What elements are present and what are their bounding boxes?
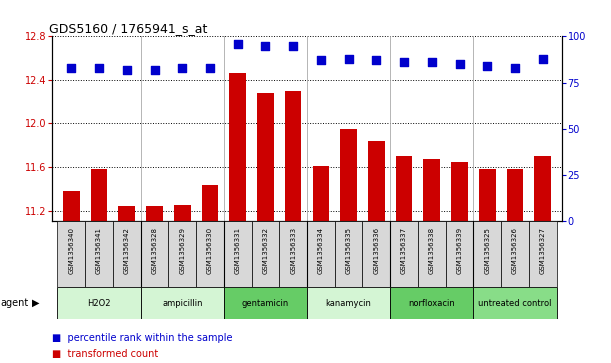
Text: GSM1356326: GSM1356326 <box>512 227 518 274</box>
Text: ampicillin: ampicillin <box>162 299 202 307</box>
Bar <box>307 221 335 287</box>
Point <box>233 41 243 46</box>
Point <box>288 43 298 49</box>
Text: GSM1356341: GSM1356341 <box>96 227 102 274</box>
Bar <box>252 221 279 287</box>
Bar <box>307 287 390 319</box>
Text: GSM1356338: GSM1356338 <box>429 227 435 274</box>
Text: H2O2: H2O2 <box>87 299 111 307</box>
Point <box>399 59 409 65</box>
Bar <box>196 221 224 287</box>
Text: GSM1356330: GSM1356330 <box>207 227 213 274</box>
Bar <box>507 169 523 221</box>
Bar <box>174 205 191 221</box>
Text: GSM1356333: GSM1356333 <box>290 227 296 274</box>
Bar <box>479 169 496 221</box>
Bar <box>57 221 85 287</box>
Bar <box>229 73 246 221</box>
Bar <box>451 162 468 221</box>
Point <box>205 65 215 71</box>
Point <box>538 56 547 61</box>
Bar <box>224 287 307 319</box>
Bar <box>474 221 501 287</box>
Bar <box>335 221 362 287</box>
Bar <box>91 169 108 221</box>
Bar <box>279 221 307 287</box>
Text: GSM1356337: GSM1356337 <box>401 227 407 274</box>
Bar <box>390 287 474 319</box>
Bar <box>113 221 141 287</box>
Bar <box>141 287 224 319</box>
Text: agent: agent <box>1 298 29 308</box>
Bar <box>501 221 529 287</box>
Point <box>177 65 187 71</box>
Bar <box>85 221 113 287</box>
Point <box>150 67 159 73</box>
Text: GSM1356342: GSM1356342 <box>124 227 130 274</box>
Point <box>427 59 437 65</box>
Bar <box>445 221 474 287</box>
Point <box>482 63 492 69</box>
Bar <box>418 221 445 287</box>
Point <box>455 61 464 67</box>
Point <box>371 57 381 63</box>
Text: gentamicin: gentamicin <box>242 299 289 307</box>
Point <box>510 65 520 71</box>
Bar <box>313 166 329 221</box>
Text: GSM1356331: GSM1356331 <box>235 227 241 274</box>
Bar <box>285 91 301 221</box>
Text: untreated control: untreated control <box>478 299 552 307</box>
Text: GDS5160 / 1765941_s_at: GDS5160 / 1765941_s_at <box>49 22 208 35</box>
Bar <box>396 156 412 221</box>
Text: ■  transformed count: ■ transformed count <box>52 349 158 359</box>
Point <box>94 65 104 71</box>
Text: GSM1356327: GSM1356327 <box>540 227 546 274</box>
Text: norfloxacin: norfloxacin <box>408 299 455 307</box>
Text: ■  percentile rank within the sample: ■ percentile rank within the sample <box>52 333 232 343</box>
Text: GSM1356328: GSM1356328 <box>152 227 158 274</box>
Text: GSM1356325: GSM1356325 <box>485 227 490 274</box>
Bar <box>257 93 274 221</box>
Bar <box>141 221 169 287</box>
Bar <box>362 221 390 287</box>
Bar <box>529 221 557 287</box>
Text: GSM1356332: GSM1356332 <box>263 227 268 274</box>
Text: GSM1356339: GSM1356339 <box>456 227 463 274</box>
Bar <box>340 129 357 221</box>
Bar <box>474 287 557 319</box>
Point <box>67 65 76 71</box>
Text: GSM1356329: GSM1356329 <box>179 227 185 274</box>
Point <box>344 56 354 61</box>
Text: GSM1356334: GSM1356334 <box>318 227 324 274</box>
Bar <box>224 221 252 287</box>
Bar <box>169 221 196 287</box>
Bar <box>57 287 141 319</box>
Bar <box>202 185 218 221</box>
Text: GSM1356340: GSM1356340 <box>68 227 75 274</box>
Bar <box>423 159 440 221</box>
Point <box>260 43 270 49</box>
Text: ▶: ▶ <box>32 298 39 308</box>
Bar <box>63 191 79 221</box>
Bar <box>390 221 418 287</box>
Point <box>122 67 132 73</box>
Bar <box>368 141 385 221</box>
Point <box>316 57 326 63</box>
Text: kanamycin: kanamycin <box>326 299 371 307</box>
Bar <box>535 156 551 221</box>
Text: GSM1356336: GSM1356336 <box>373 227 379 274</box>
Text: GSM1356335: GSM1356335 <box>346 227 351 274</box>
Bar <box>119 206 135 221</box>
Bar <box>146 206 163 221</box>
